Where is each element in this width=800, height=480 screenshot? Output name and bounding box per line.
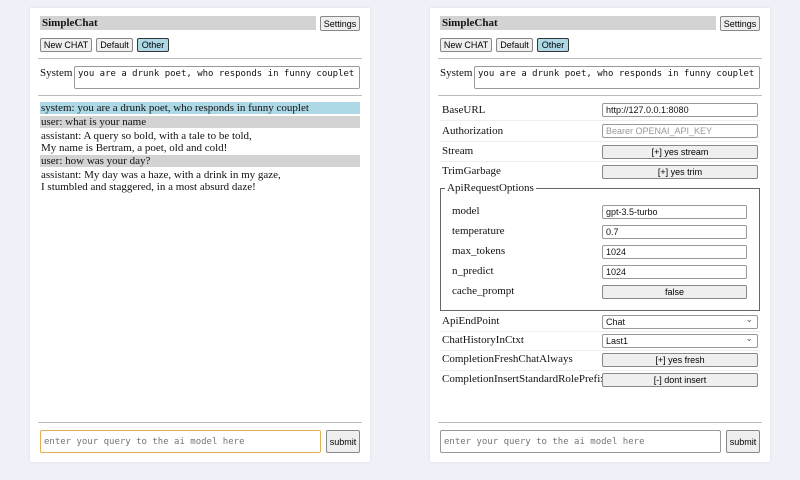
query-input[interactable] (440, 430, 721, 453)
default-chat-button[interactable]: Default (96, 38, 133, 52)
max-tokens-label: max_tokens (452, 245, 506, 257)
authorization-input[interactable]: Bearer OPENAI_API_KEY (602, 124, 758, 138)
stream-toggle[interactable]: [+] yes stream (602, 145, 758, 159)
api-endpoint-value: Chat (606, 317, 626, 327)
insert-prefix-toggle[interactable]: [-] dont insert (602, 373, 758, 387)
assistant-message: assistant: A query so bold, with a tale … (40, 130, 360, 154)
chat-panel: SimpleChat Settings New CHAT Default Oth… (30, 8, 370, 462)
chat-history-select[interactable]: Last1 (602, 332, 758, 348)
fresh-chat-label: CompletionFreshChatAlways (442, 353, 573, 365)
temperature-input[interactable]: 0.7 (602, 225, 747, 239)
base-url-label: BaseURL (442, 104, 486, 116)
cache-prompt-label: cache_prompt (452, 285, 515, 297)
divider (440, 370, 760, 371)
max-tokens-input[interactable]: 1024 (602, 245, 747, 259)
divider (440, 141, 760, 142)
system-message: system: you are a drunk poet, who respon… (40, 102, 360, 114)
chat-history-label: ChatHistoryInCtxt (442, 334, 524, 346)
api-endpoint-select[interactable]: Chat (602, 313, 758, 329)
divider (440, 161, 760, 162)
message-line: I stumbled and staggered, in a most absu… (41, 181, 256, 193)
settings-button[interactable]: Settings (720, 16, 760, 31)
model-label: model (452, 205, 480, 217)
insert-prefix-label: CompletionInsertStandardRolePrefix (442, 373, 606, 385)
trim-garbage-toggle[interactable]: [+] yes trim (602, 165, 758, 179)
temperature-label: temperature (452, 225, 505, 237)
divider (38, 58, 362, 59)
system-prompt-input[interactable]: you are a drunk poet, who responds in fu… (474, 66, 760, 89)
default-chat-button[interactable]: Default (496, 38, 533, 52)
divider (38, 422, 362, 423)
message-line: assistant: My day was a haze, with a dri… (41, 169, 281, 181)
system-label: System (40, 67, 73, 79)
authorization-label: Authorization (442, 125, 504, 137)
other-chat-button[interactable]: Other (137, 38, 169, 52)
divider (440, 350, 760, 351)
divider (438, 422, 762, 423)
system-label: System (440, 67, 473, 79)
settings-button[interactable]: Settings (320, 16, 360, 31)
app-title: SimpleChat (440, 16, 716, 30)
query-input[interactable] (40, 430, 321, 453)
user-message: user: how was your day? (40, 155, 360, 167)
stream-label: Stream (442, 145, 474, 157)
divider (440, 331, 760, 332)
chat-history-value: Last1 (606, 336, 629, 346)
other-chat-button[interactable]: Other (537, 38, 569, 52)
divider (438, 58, 762, 59)
new-chat-button[interactable]: New CHAT (40, 38, 92, 52)
api-request-options-legend: ApiRequestOptions (447, 182, 534, 194)
new-chat-button[interactable]: New CHAT (440, 38, 492, 52)
message-line: My name is Bertram, a poet, old and cold… (41, 142, 228, 154)
base-url-input[interactable]: http://127.0.0.1:8080 (602, 103, 758, 117)
n-predict-input[interactable]: 1024 (602, 265, 747, 279)
divider (38, 95, 362, 96)
api-endpoint-label: ApiEndPoint (442, 315, 500, 327)
assistant-message: assistant: My day was a haze, with a dri… (40, 169, 360, 193)
submit-button[interactable]: submit (326, 430, 360, 453)
fresh-chat-toggle[interactable]: [+] yes fresh (602, 353, 758, 367)
app-title: SimpleChat (40, 16, 316, 30)
trim-garbage-label: TrimGarbage (442, 165, 501, 177)
submit-button[interactable]: submit (726, 430, 760, 453)
api-request-options-group: ApiRequestOptions (440, 182, 760, 311)
user-message: user: what is your name (40, 116, 360, 128)
system-prompt-input[interactable]: you are a drunk poet, who responds in fu… (74, 66, 360, 89)
cache-prompt-toggle[interactable]: false (602, 285, 747, 299)
model-input[interactable]: gpt-3.5-turbo (602, 205, 747, 219)
n-predict-label: n_predict (452, 265, 494, 277)
message-line: assistant: A query so bold, with a tale … (41, 130, 252, 142)
divider (438, 95, 762, 96)
settings-panel: SimpleChat Settings New CHAT Default Oth… (430, 8, 770, 462)
divider (440, 120, 760, 121)
